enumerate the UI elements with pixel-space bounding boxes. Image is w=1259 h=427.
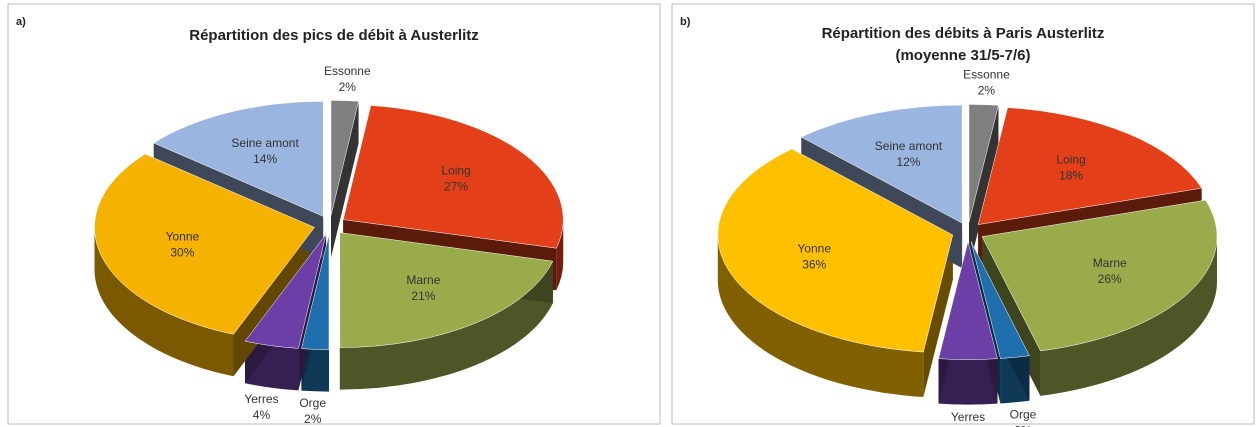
slice-label: Orge bbox=[1010, 407, 1037, 421]
slice-side bbox=[339, 261, 553, 390]
slice-value-label: 12% bbox=[896, 155, 920, 169]
slice bbox=[94, 153, 315, 335]
slice-label: Marne bbox=[406, 273, 440, 287]
slice bbox=[800, 104, 963, 224]
slice bbox=[981, 199, 1218, 352]
slice-wall bbox=[969, 105, 999, 268]
panel-label: a) bbox=[16, 16, 26, 28]
panel-border bbox=[671, 3, 1255, 425]
slice-side bbox=[717, 234, 924, 398]
slice bbox=[977, 107, 1203, 225]
slice-side bbox=[938, 358, 998, 405]
slice-value-label: 2% bbox=[1014, 423, 1032, 427]
slice bbox=[330, 100, 359, 216]
slice-label: Orge bbox=[299, 396, 326, 410]
slice-label: Essonne bbox=[324, 64, 371, 78]
slice bbox=[244, 234, 327, 349]
slice-label: Loing bbox=[441, 164, 470, 178]
slice-value-label: 27% bbox=[444, 180, 468, 194]
slice-value-label: 2% bbox=[339, 80, 357, 94]
chart-title: Répartition des pics de débit à Austerli… bbox=[189, 27, 479, 44]
slice bbox=[968, 104, 999, 223]
slice-value-label: 2% bbox=[304, 412, 322, 426]
slice-label: Yerres bbox=[244, 392, 278, 406]
slice-value-label: 14% bbox=[253, 152, 277, 166]
slice-value-label: 21% bbox=[411, 289, 435, 303]
slice bbox=[153, 101, 324, 217]
chart-title: Répartition des débits à Paris Austerlit… bbox=[822, 25, 1105, 42]
slice-value-label: 26% bbox=[1098, 272, 1122, 286]
slice bbox=[938, 241, 998, 360]
slice-label: Yonne bbox=[797, 242, 831, 256]
slice-label: Seine amont bbox=[875, 139, 943, 153]
slice-side bbox=[556, 219, 564, 291]
slice bbox=[970, 241, 1030, 359]
panel-border bbox=[7, 3, 661, 425]
slice-wall bbox=[331, 101, 359, 258]
slice-side bbox=[94, 227, 234, 377]
slice bbox=[339, 232, 554, 348]
slice-label: Essonne bbox=[963, 68, 1010, 82]
panel-label: b) bbox=[680, 16, 691, 28]
slice-label: Yonne bbox=[166, 229, 200, 243]
chart-subtitle: (moyenne 31/5-7/6) bbox=[895, 47, 1030, 64]
slice-label: Yerres bbox=[951, 410, 985, 424]
slice-value-label: 18% bbox=[1059, 168, 1083, 182]
slice-side bbox=[1040, 236, 1218, 396]
slice-label: Marne bbox=[1093, 256, 1127, 270]
slice-value-label: 4% bbox=[253, 408, 271, 422]
slice bbox=[342, 105, 564, 249]
slice bbox=[301, 234, 330, 350]
slice-label: Loing bbox=[1056, 152, 1085, 166]
slice bbox=[717, 148, 954, 353]
slice-value-label: 36% bbox=[802, 258, 826, 272]
slice-label: Seine amont bbox=[231, 136, 299, 150]
slice-value-label: 30% bbox=[170, 245, 194, 259]
slice-value-label: 2% bbox=[978, 84, 996, 98]
